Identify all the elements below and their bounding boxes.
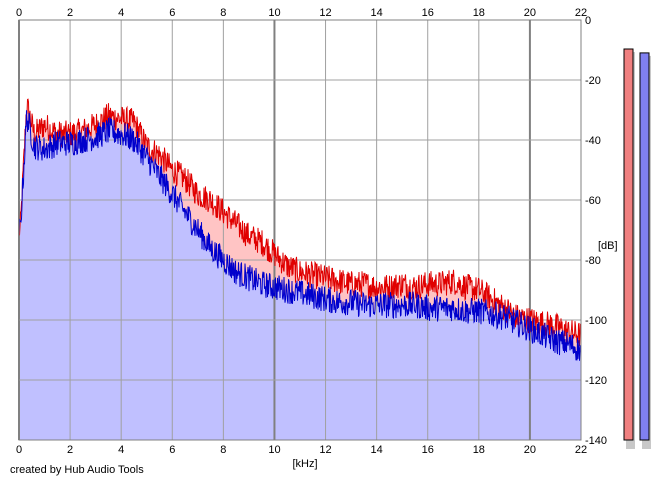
level-meters: [623, 48, 651, 450]
x-tick-label-bottom: 0: [16, 444, 22, 456]
credit-text: created by Hub Audio Tools: [10, 464, 144, 476]
y-tick-label: -140: [585, 435, 607, 447]
x-tick-label-top: 12: [319, 7, 331, 19]
x-tick-label-top: 2: [67, 7, 73, 19]
x-tick-label-bottom: 22: [575, 444, 587, 456]
y-tick-label: -20: [585, 75, 601, 87]
x-tick-label-top: 16: [422, 7, 434, 19]
x-tick-label-bottom: 14: [371, 444, 383, 456]
x-tick-label-bottom: 4: [118, 444, 124, 456]
y-tick-label: -60: [585, 195, 601, 207]
y-axis-label: [dB]: [598, 240, 618, 252]
level-meter-red: [623, 48, 634, 441]
plot-frame: [18, 19, 582, 441]
x-tick-label-top: 6: [169, 7, 175, 19]
y-tick-label: 0: [585, 15, 591, 27]
x-tick-label-top: 0: [16, 7, 22, 19]
x-tick-label-bottom: 20: [524, 444, 536, 456]
x-tick-label-top: 14: [371, 7, 383, 19]
x-tick-label-top: 20: [524, 7, 536, 19]
x-tick-label-bottom: 16: [422, 444, 434, 456]
spectrum-lines: [18, 98, 582, 361]
x-tick-label-top: 10: [268, 7, 280, 19]
y-tick-label: -100: [585, 315, 607, 327]
x-tick-label-top: 22: [575, 7, 587, 19]
x-tick-label-bottom: 8: [220, 444, 226, 456]
series-line-red: [18, 98, 582, 347]
y-tick-label: -40: [585, 135, 601, 147]
y-tick-label: -120: [585, 375, 607, 387]
y-tick-labels: 0 -20 -40 -60 -80 -100 -120 -140: [585, 15, 607, 447]
series-fill-blue: [19, 110, 581, 441]
x-tick-label-bottom: 2: [67, 444, 73, 456]
level-meter-blue: [639, 52, 650, 441]
x-tick-label-bottom: 18: [473, 444, 485, 456]
x-tick-label-top: 18: [473, 7, 485, 19]
x-tick-label-top: 8: [220, 7, 226, 19]
x-tick-label-top: 4: [118, 7, 124, 19]
x-tick-label-bottom: 6: [169, 444, 175, 456]
x-tick-label-bottom: 10: [268, 444, 280, 456]
x-tick-labels-top: 0 2 4 6 8 10 12 14 16 18 20 22: [16, 7, 587, 19]
series-line-blue: [18, 110, 582, 361]
x-tick-labels-bottom: 0 2 4 6 8 10 12 14 16 18 20 22: [16, 444, 587, 456]
x-tick-label-bottom: 12: [319, 444, 331, 456]
x-axis-label: [kHz]: [292, 458, 317, 470]
y-tick-label: -80: [585, 255, 601, 267]
